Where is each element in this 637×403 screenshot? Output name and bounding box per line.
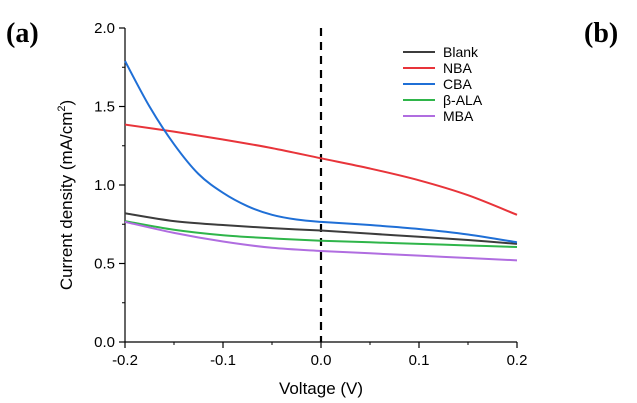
y-axis-title-superscript: 2 (56, 106, 68, 112)
panel-label-a: (a) (6, 18, 39, 49)
legend-entry: Blank (443, 44, 479, 60)
x-axis-title: Voltage (V) (279, 379, 363, 398)
legend-entry: NBA (443, 60, 472, 76)
legend-entry: CBA (443, 76, 472, 92)
y-tick-label: 0.5 (94, 256, 115, 273)
series-line-nba (124, 123, 518, 216)
x-tick-label: -0.1 (210, 352, 236, 369)
y-axis-title-close: ) (57, 100, 76, 106)
series-line-blank (124, 212, 518, 245)
x-tick-label: 0.1 (409, 352, 430, 369)
y-tick-label: 0.0 (94, 334, 115, 351)
y-tick-label: 1.5 (94, 99, 115, 116)
x-tick-label: 0.0 (311, 352, 332, 369)
x-tick-label: -0.2 (112, 352, 138, 369)
x-tick-label: 0.2 (507, 352, 528, 369)
y-axis-title: Current density (mA/cm2) (56, 100, 76, 290)
y-tick-label: 1.0 (94, 177, 115, 194)
series-line-mba (124, 220, 518, 262)
y-tick-label: 2.0 (94, 20, 115, 37)
legend-entry: MBA (443, 108, 474, 124)
series-line-cba (124, 60, 518, 244)
plot-area: -0.2 -0.1 0.0 0.1 0.2 0.0 0.5 1.0 1.5 2.0 (94, 20, 527, 369)
y-axis-title-main: Current density (mA/cm (57, 112, 76, 291)
legend-entry: β-ALA (443, 92, 483, 108)
panel-label-b: (b) (584, 18, 618, 49)
series-line-ala (124, 220, 518, 249)
